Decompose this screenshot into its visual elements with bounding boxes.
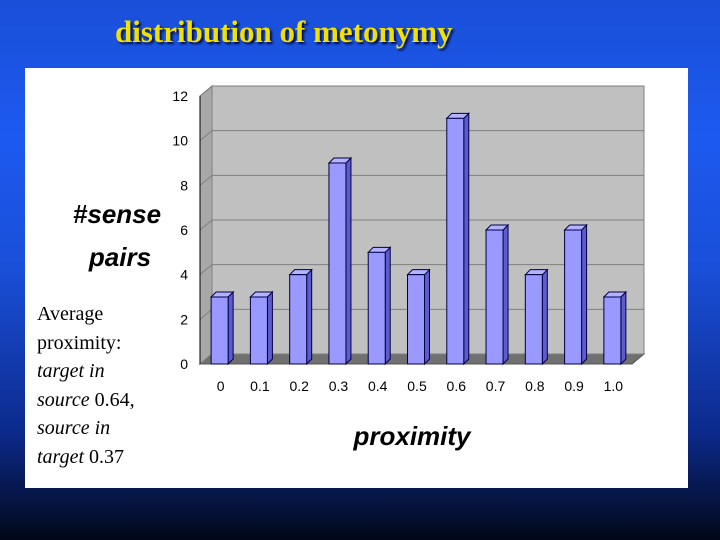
bar-side xyxy=(463,112,470,366)
bar-side xyxy=(581,223,588,366)
gridline xyxy=(199,85,213,97)
bar-side xyxy=(541,268,548,366)
y-tick-label: 0 xyxy=(180,356,188,372)
x-tick-label: 1.0 xyxy=(604,378,624,394)
bar-side xyxy=(502,223,509,366)
bar xyxy=(564,229,583,365)
gridline xyxy=(199,308,213,320)
bar xyxy=(407,274,425,365)
x-tick-label: 0.5 xyxy=(407,378,427,394)
bar-chart: 0 2 4 6 8 10 12 0 0.1 0.2 0.3 0.4 0.5 0.6 0.7 0.8 0.9 1.… xyxy=(73,84,646,451)
note-value: 0.64, xyxy=(94,388,135,411)
note-line: source 0.64, xyxy=(37,386,172,415)
gridline xyxy=(199,264,213,276)
bar xyxy=(524,274,543,365)
note-line: proximity: xyxy=(37,331,122,354)
gridline xyxy=(199,130,213,142)
y-tick-label: 8 xyxy=(180,177,188,193)
y-tick-label: 12 xyxy=(172,88,188,104)
gridline xyxy=(199,219,213,231)
note-line: target 0.37 xyxy=(37,443,172,472)
bar xyxy=(446,117,465,365)
bar-side xyxy=(620,290,627,366)
y-tick-label: 6 xyxy=(180,222,188,238)
y-tick-label: 2 xyxy=(180,311,188,327)
bar-side xyxy=(424,268,430,366)
bar xyxy=(210,296,229,365)
y-tick-label: 4 xyxy=(180,267,188,283)
x-tick-label: 0.2 xyxy=(289,378,309,394)
bar xyxy=(485,229,504,365)
x-tick-label: 0.6 xyxy=(447,378,467,394)
bar xyxy=(328,162,347,365)
average-proximity-note: Average proximity: target in source 0.64… xyxy=(37,300,172,471)
note-value: 0.37 xyxy=(89,445,125,468)
x-axis-label: proximity xyxy=(352,421,472,451)
x-tick-label: 0.7 xyxy=(486,378,506,394)
x-tick-label: 0 xyxy=(217,378,225,394)
x-tick-label: 0.9 xyxy=(564,378,584,394)
x-tick-label: 0.8 xyxy=(525,378,545,394)
gridline xyxy=(199,353,213,365)
gridline xyxy=(199,174,213,186)
bar-side xyxy=(384,246,391,366)
x-tick-label: 0.4 xyxy=(368,378,388,394)
note-italic: target xyxy=(37,445,85,468)
y-axis-label-line2: pairs xyxy=(88,242,151,272)
bar-side xyxy=(306,268,313,366)
y-axis-label-line1: #sense xyxy=(73,199,161,229)
note-italic: target in xyxy=(37,360,105,382)
bar-side xyxy=(227,290,234,366)
note-line: target in xyxy=(37,357,172,386)
bar-side xyxy=(345,156,352,366)
bar xyxy=(603,296,622,365)
note-line: Average xyxy=(37,303,104,325)
bar-side xyxy=(266,290,273,366)
note-italic: source in xyxy=(37,417,111,439)
chart-panel: 0 2 4 6 8 10 12 0 0.1 0.2 0.3 0.4 0.5 0.6 0.7 0.8 0.9 1.… xyxy=(25,68,688,488)
y-tick-label: 10 xyxy=(172,133,188,149)
note-italic: source xyxy=(37,388,90,411)
bar xyxy=(249,296,268,365)
bar xyxy=(289,274,308,365)
slide-title: distribution of metonymy xyxy=(115,14,453,49)
x-tick-label: 0.1 xyxy=(250,378,270,394)
note-line: source in xyxy=(37,414,172,443)
x-tick-label: 0.3 xyxy=(329,378,349,394)
bar xyxy=(367,251,386,365)
